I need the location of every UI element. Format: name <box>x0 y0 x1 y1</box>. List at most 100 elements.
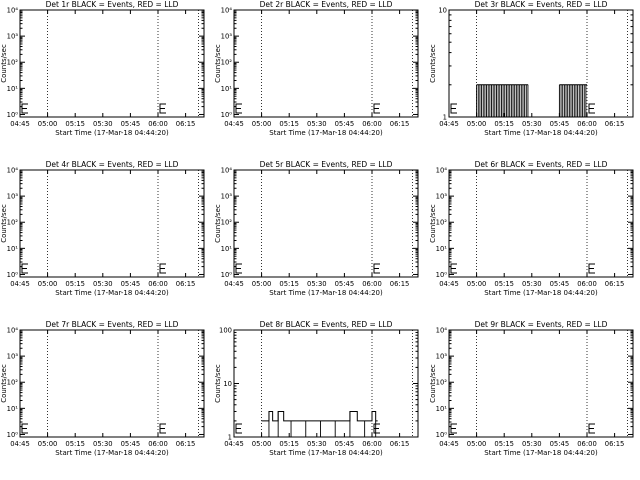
y-axis-label: Counts/sec <box>0 364 8 403</box>
x-axis-label: Start Time (17-Mar-18 04:44:20) <box>55 449 169 457</box>
x-tick-label: 05:45 <box>121 440 141 448</box>
y-tick-label: 10² <box>7 219 19 227</box>
error-marker <box>235 423 242 434</box>
x-tick-label: 05:45 <box>335 120 355 128</box>
x-tick-label: 05:15 <box>494 440 514 448</box>
x-tick-label: 06:15 <box>605 120 625 128</box>
y-tick-label: 10¹ <box>436 405 448 413</box>
x-tick-label: 05:45 <box>335 440 355 448</box>
error-marker <box>450 103 457 114</box>
panel-1: Det 1r BLACK = Events, RED = LLD 04:45 05:… <box>0 0 205 137</box>
x-tick-label: 06:15 <box>176 280 196 288</box>
error-marker <box>235 103 242 114</box>
y-tick-label: 10¹ <box>7 85 19 93</box>
x-tick-label: 06:00 <box>577 120 597 128</box>
x-tick-label: 05:30 <box>522 280 542 288</box>
x-tick-label: 04:45 <box>224 120 244 128</box>
error-marker <box>21 423 28 434</box>
y-axis-label: Counts/sec <box>0 204 8 243</box>
x-tick-label: 05:15 <box>494 120 514 128</box>
x-tick-label: 05:45 <box>121 280 141 288</box>
y-tick-label: 10⁴ <box>7 167 19 175</box>
x-tick-label: 05:30 <box>93 280 113 288</box>
x-tick-label: 05:15 <box>279 120 299 128</box>
x-tick-label: 06:00 <box>148 280 168 288</box>
y-axis-label: Counts/sec <box>429 204 437 243</box>
panel-9: Det 9r BLACK = Events, RED = LLD 04:45 05:… <box>429 320 634 457</box>
y-tick-label: 1 <box>228 434 232 442</box>
y-tick-label: 10³ <box>7 33 19 41</box>
error-marker <box>588 103 595 114</box>
y-tick-label: 10⁴ <box>7 7 19 15</box>
error-marker <box>373 423 380 434</box>
y-tick-label: 10² <box>7 379 19 387</box>
x-axis-label: Start Time (17-Mar-18 04:44:20) <box>484 129 598 137</box>
x-tick-label: 05:00 <box>38 280 58 288</box>
x-tick-label: 05:15 <box>65 440 85 448</box>
y-axis-label: Counts/sec <box>214 44 222 83</box>
x-tick-label: 06:15 <box>605 280 625 288</box>
panel-5: Det 5r BLACK = Events, RED = LLD 04:45 05:… <box>214 160 419 297</box>
x-tick-label: 05:00 <box>252 120 272 128</box>
y-tick-label: 1 <box>443 114 447 122</box>
x-tick-label: 06:00 <box>148 120 168 128</box>
x-tick-label: 06:15 <box>390 440 410 448</box>
y-tick-label: 10² <box>436 379 448 387</box>
x-axis-label: Start Time (17-Mar-18 04:44:20) <box>269 289 383 297</box>
panel-title: Det 4r BLACK = Events, RED = LLD <box>46 160 179 169</box>
error-marker <box>235 263 242 274</box>
y-axis-label: Counts/sec <box>0 44 8 83</box>
panel-title: Det 5r BLACK = Events, RED = LLD <box>260 160 393 169</box>
x-tick-label: 05:15 <box>65 280 85 288</box>
x-tick-label: 05:30 <box>93 440 113 448</box>
x-tick-label: 06:15 <box>176 440 196 448</box>
y-tick-label: 10³ <box>7 193 19 201</box>
x-tick-label: 06:00 <box>577 280 597 288</box>
x-tick-label: 05:30 <box>93 120 113 128</box>
y-tick-label: 10³ <box>221 193 233 201</box>
y-tick-label: 10⁰ <box>7 431 19 439</box>
x-tick-label: 06:00 <box>148 440 168 448</box>
y-tick-label: 100 <box>219 327 232 335</box>
x-axis-label: Start Time (17-Mar-18 04:44:20) <box>484 289 598 297</box>
event-series-line <box>261 410 378 422</box>
y-tick-label: 10¹ <box>221 85 233 93</box>
panel-title: Det 9r BLACK = Events, RED = LLD <box>475 320 608 329</box>
panel-title: Det 6r BLACK = Events, RED = LLD <box>475 160 608 169</box>
x-tick-label: 04:45 <box>439 440 459 448</box>
error-marker <box>21 263 28 274</box>
x-tick-label: 05:15 <box>65 120 85 128</box>
x-tick-label: 05:45 <box>121 120 141 128</box>
y-tick-label: 10² <box>221 59 233 67</box>
y-axis-label: Counts/sec <box>429 44 437 83</box>
error-marker <box>159 423 166 434</box>
y-tick-label: 10⁴ <box>436 167 448 175</box>
x-tick-label: 05:00 <box>467 120 487 128</box>
y-tick-label: 10² <box>436 219 448 227</box>
x-tick-label: 05:00 <box>252 280 272 288</box>
x-tick-label: 06:00 <box>362 280 382 288</box>
y-tick-label: 10³ <box>436 353 448 361</box>
y-tick-label: 10² <box>221 219 233 227</box>
x-tick-label: 04:45 <box>224 440 244 448</box>
x-axis-label: Start Time (17-Mar-18 04:44:20) <box>484 449 598 457</box>
panel-6: Det 6r BLACK = Events, RED = LLD 04:45 05:… <box>429 160 634 297</box>
x-tick-label: 06:15 <box>176 120 196 128</box>
y-axis-label: Counts/sec <box>214 364 222 403</box>
y-tick-label: 10⁰ <box>436 431 448 439</box>
y-axis-label: Counts/sec <box>429 364 437 403</box>
x-tick-label: 06:15 <box>605 440 625 448</box>
x-tick-label: 05:00 <box>38 440 58 448</box>
x-tick-label: 05:00 <box>467 280 487 288</box>
x-axis-label: Start Time (17-Mar-18 04:44:20) <box>55 289 169 297</box>
y-tick-label: 10¹ <box>221 245 233 253</box>
y-tick-label: 10⁰ <box>436 271 448 279</box>
y-tick-label: 10¹ <box>7 245 19 253</box>
error-marker <box>588 263 595 274</box>
x-tick-label: 05:00 <box>467 440 487 448</box>
x-tick-label: 05:30 <box>307 120 327 128</box>
y-tick-label: 10¹ <box>7 405 19 413</box>
x-axis-label: Start Time (17-Mar-18 04:44:20) <box>269 449 383 457</box>
y-tick-label: 10² <box>7 59 19 67</box>
x-tick-label: 05:15 <box>494 280 514 288</box>
